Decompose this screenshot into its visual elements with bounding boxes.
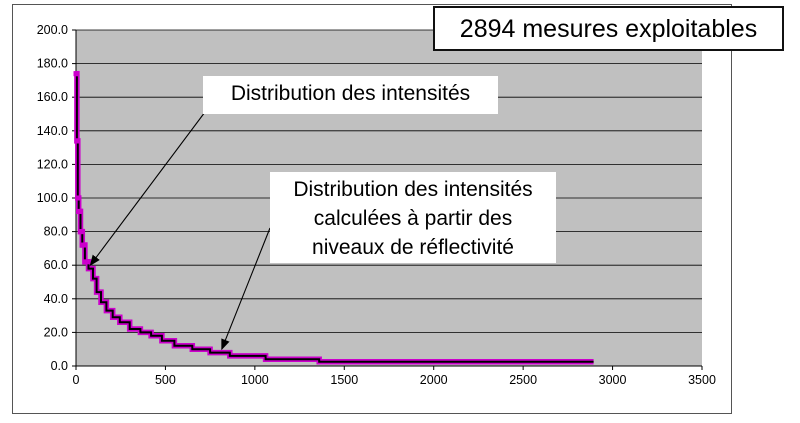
computed-label-line: niveaux de réflectivité — [312, 236, 514, 259]
y-tick-label: 60.0 — [44, 258, 68, 272]
series-layer — [73, 70, 594, 365]
computed-point — [74, 71, 80, 77]
computed-distribution-label: Distribution des intensités calculées à … — [270, 172, 556, 263]
computed-point — [82, 242, 88, 248]
y-tick-label: 80.0 — [44, 225, 68, 239]
y-tick-label: 160.0 — [37, 90, 68, 104]
computed-label-line: Distribution des intensités — [293, 178, 533, 201]
computed-label-line: calculées à partir des — [313, 207, 513, 230]
y-tick-label: 120.0 — [37, 157, 68, 171]
y-tick-label: 100.0 — [37, 191, 68, 205]
computed-point — [86, 259, 92, 265]
measurement-count-label: 2894 mesures exploitables — [433, 6, 784, 51]
computed-point — [79, 242, 85, 248]
tick-labels: 0.0 20.0 40.0 60.0 80.0 100.0 120.0 140.0 160.0 1… — [37, 23, 716, 387]
annotation-arrow — [221, 227, 271, 351]
x-tick-label: 3000 — [599, 373, 627, 387]
computed-point — [82, 259, 88, 265]
measured-distribution-label: Distribution des intensités — [203, 76, 498, 114]
x-tick-label: 3500 — [688, 373, 716, 387]
x-tick-label: 2500 — [509, 373, 537, 387]
y-tick-label: 40.0 — [44, 292, 68, 306]
y-tick-label: 180.0 — [37, 57, 68, 71]
computed-point — [76, 195, 82, 201]
computed-point — [75, 138, 81, 144]
annotation-arrows — [89, 111, 271, 351]
y-tick-label: 200.0 — [37, 23, 68, 37]
x-tick-label: 1000 — [241, 373, 269, 387]
x-tick-label: 2000 — [420, 373, 448, 387]
y-tick-label: 140.0 — [37, 124, 68, 138]
measured-series-line — [75, 72, 594, 363]
computed-point — [79, 229, 85, 235]
x-tick-label: 1500 — [330, 373, 358, 387]
computed-point — [77, 208, 83, 214]
y-tick-label: 20.0 — [44, 325, 68, 339]
x-tick-label: 0 — [73, 373, 80, 387]
y-tick-label: 0.0 — [51, 359, 68, 373]
annotation-arrow — [89, 111, 206, 267]
x-tick-label: 500 — [155, 373, 176, 387]
